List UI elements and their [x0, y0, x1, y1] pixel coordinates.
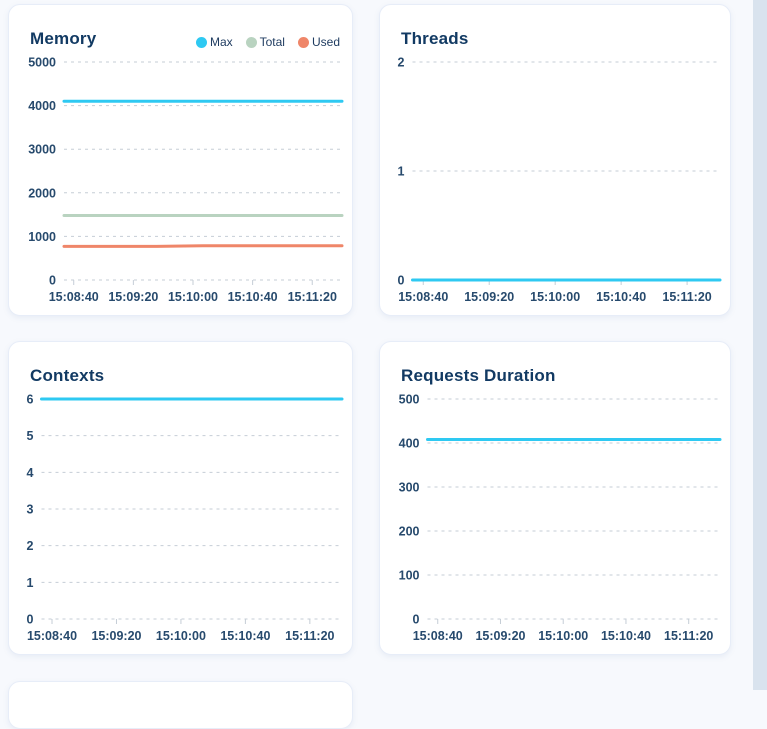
line-chart-canvas: 0 1 2 3 4 5 6 15:08:40 15:09:20 15:10:00 15:10:40 1… — [27, 393, 344, 643]
svg-text:15:08:40: 15:08:40 — [27, 629, 77, 643]
svg-text:0: 0 — [27, 613, 34, 627]
threads-chart[interactable]: 0 1 2 15:08:40 15:09:20 15:10:00 15:10:40 15:11… — [392, 49, 724, 311]
svg-text:2: 2 — [398, 56, 405, 70]
svg-text:15:10:00: 15:10:00 — [168, 290, 218, 304]
partial-next-panel — [8, 681, 353, 729]
vertical-scrollbar[interactable] — [753, 0, 767, 690]
panel-title-requests-duration: Requests Duration — [401, 365, 556, 385]
requests-duration-panel-header: Requests Duration — [380, 342, 730, 386]
svg-text:15:10:40: 15:10:40 — [601, 629, 651, 643]
svg-text:15:10:40: 15:10:40 — [596, 290, 646, 304]
svg-text:1000: 1000 — [28, 230, 56, 244]
svg-text:15:10:40: 15:10:40 — [228, 290, 278, 304]
memory-panel: Memory Max Total Used 0 1000 2000 3000 4000 500… — [8, 4, 353, 316]
line-chart-canvas: 0 100 200 300 400 500 15:08:40 15:09:20 15:10:00… — [399, 393, 722, 643]
svg-text:0: 0 — [398, 274, 405, 288]
svg-text:500: 500 — [399, 393, 420, 407]
svg-text:15:09:20: 15:09:20 — [91, 629, 141, 643]
svg-text:3: 3 — [27, 503, 34, 517]
panel-title-threads: Threads — [401, 28, 469, 48]
threads-panel: Threads 0 1 2 15:08:40 15:09:20 15:10:00 15:10… — [379, 4, 731, 316]
contexts-panel: Contexts 0 1 2 3 4 5 6 15:08:40 15:09:20 15:10:00… — [8, 341, 353, 655]
legend-label-total: Total — [259, 35, 285, 49]
legend-item-max[interactable]: Max — [195, 35, 233, 49]
svg-text:5000: 5000 — [28, 56, 56, 70]
svg-text:15:11:20: 15:11:20 — [288, 290, 337, 304]
svg-text:6: 6 — [27, 393, 34, 407]
svg-text:15:10:40: 15:10:40 — [220, 629, 270, 643]
svg-text:15:08:40: 15:08:40 — [413, 629, 463, 643]
svg-text:15:10:00: 15:10:00 — [156, 629, 206, 643]
svg-text:100: 100 — [399, 569, 420, 583]
legend-dot-max — [195, 36, 207, 48]
legend-label-max: Max — [209, 35, 233, 49]
svg-text:300: 300 — [399, 481, 420, 495]
svg-text:5: 5 — [27, 429, 34, 443]
svg-text:400: 400 — [399, 437, 420, 451]
legend-dot-total — [245, 36, 257, 48]
memory-panel-header: Memory Max Total Used — [9, 5, 352, 49]
svg-text:2000: 2000 — [28, 186, 56, 200]
svg-text:1: 1 — [398, 165, 405, 179]
panel-title-contexts: Contexts — [30, 365, 105, 385]
legend-item-used[interactable]: Used — [297, 35, 340, 49]
legend: Max Total Used — [195, 35, 340, 49]
svg-text:15:09:20: 15:09:20 — [108, 290, 158, 304]
memory-chart[interactable]: 0 1000 2000 3000 4000 5000 15:08:40 15:09:20 15:… — [21, 49, 346, 311]
svg-text:15:08:40: 15:08:40 — [398, 290, 448, 304]
svg-text:15:10:00: 15:10:00 — [538, 629, 588, 643]
svg-text:15:10:00: 15:10:00 — [530, 290, 580, 304]
threads-panel-header: Threads — [380, 5, 730, 49]
svg-text:4000: 4000 — [28, 99, 56, 113]
svg-text:200: 200 — [399, 525, 420, 539]
contexts-panel-header: Contexts — [9, 342, 352, 386]
svg-text:15:11:20: 15:11:20 — [662, 290, 711, 304]
svg-text:0: 0 — [49, 274, 56, 288]
line-chart-canvas: 0 1000 2000 3000 4000 5000 15:08:40 15:09:20 15:… — [28, 56, 344, 304]
svg-text:4: 4 — [27, 466, 34, 480]
legend-dot-used — [297, 36, 309, 48]
svg-text:3000: 3000 — [28, 143, 56, 157]
legend-label-used: Used — [311, 35, 340, 49]
panel-title-memory: Memory — [30, 28, 97, 48]
requests-duration-panel: Requests Duration 0 100 200 300 400 500 15:08:… — [379, 341, 731, 655]
svg-text:1: 1 — [27, 576, 34, 590]
svg-text:15:08:40: 15:08:40 — [49, 290, 99, 304]
legend-item-total[interactable]: Total — [245, 35, 285, 49]
svg-text:0: 0 — [413, 613, 420, 627]
svg-text:15:09:20: 15:09:20 — [475, 629, 525, 643]
svg-text:15:09:20: 15:09:20 — [464, 290, 514, 304]
svg-text:2: 2 — [27, 539, 34, 553]
requests-duration-chart[interactable]: 0 100 200 300 400 500 15:08:40 15:09:20 15:10:00… — [392, 386, 724, 650]
line-chart-canvas: 0 1 2 15:08:40 15:09:20 15:10:00 15:10:40 15:11… — [398, 56, 722, 304]
svg-text:15:11:20: 15:11:20 — [664, 629, 713, 643]
contexts-chart[interactable]: 0 1 2 3 4 5 6 15:08:40 15:09:20 15:10:00 15:10:40 1… — [21, 386, 346, 650]
svg-text:15:11:20: 15:11:20 — [285, 629, 334, 643]
